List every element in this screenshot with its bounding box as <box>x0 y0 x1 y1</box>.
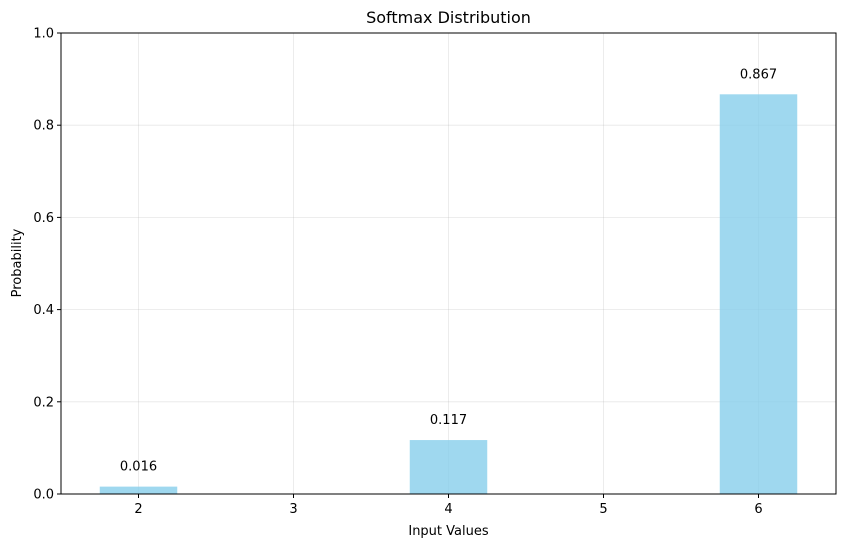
y-tick-label: 0.2 <box>33 395 54 410</box>
x-tick-label: 3 <box>289 502 297 517</box>
y-tick-label: 0.6 <box>33 211 54 226</box>
x-axis-ticks: 2 3 4 5 6 <box>134 494 763 517</box>
y-tick-label: 0.8 <box>33 119 54 134</box>
bar-value-label: 0.016 <box>120 460 157 475</box>
x-tick-label: 5 <box>599 502 607 517</box>
bar-value-label: 0.117 <box>430 413 467 428</box>
bar <box>719 94 798 495</box>
bar-value-label: 0.867 <box>740 67 777 82</box>
y-tick-label: 0.0 <box>33 488 54 503</box>
x-tick-label: 4 <box>444 502 452 517</box>
x-axis-label: Input Values <box>408 524 488 539</box>
x-tick-label: 6 <box>754 502 762 517</box>
bar <box>409 440 488 494</box>
data-labels: 0.016 0.117 0.867 <box>120 67 777 474</box>
y-tick-label: 0.4 <box>33 303 54 318</box>
x-tick-label: 2 <box>134 502 142 517</box>
bar <box>99 486 178 494</box>
y-tick-label: 1.0 <box>33 27 54 42</box>
bar-series <box>99 94 798 495</box>
chart-title: Softmax Distribution <box>366 8 531 27</box>
y-axis-ticks: 0.0 0.2 0.4 0.6 0.8 1.0 <box>33 27 61 503</box>
y-axis-label: Probability <box>10 228 25 297</box>
